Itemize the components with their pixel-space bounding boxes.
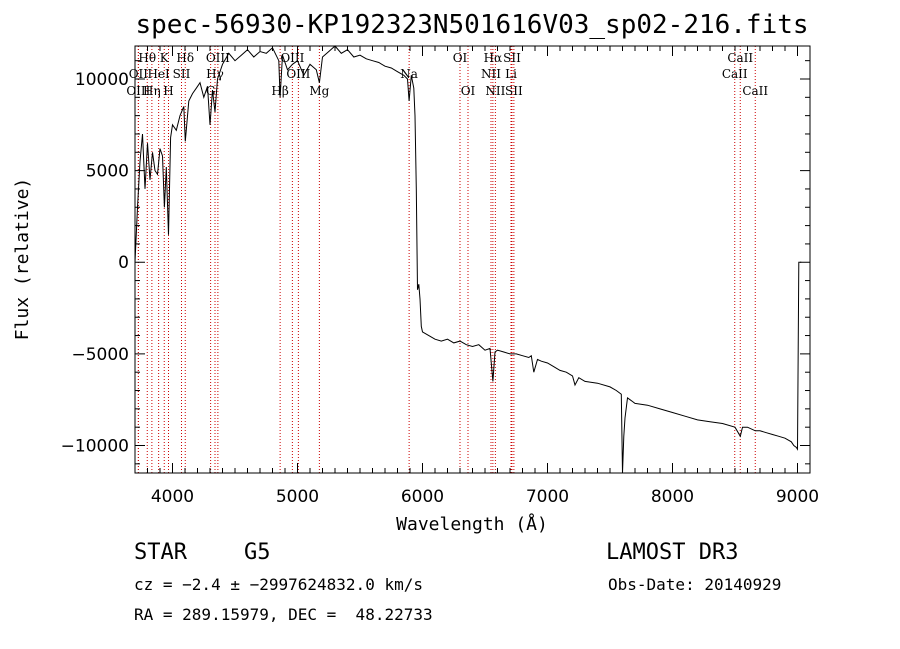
line-label-19: Hα	[484, 51, 503, 65]
x-tick-label: 5000	[276, 487, 319, 507]
line-label-11: G	[206, 84, 216, 98]
line-label-24: SII	[505, 84, 523, 98]
redshift-readout: cz = −2.4 ± −2997624832.0 km/s	[134, 575, 423, 594]
y-tick-label: 10000	[75, 70, 129, 90]
x-tick-label: 8000	[651, 487, 694, 507]
observation-date: Obs-Date: 20140929	[608, 575, 782, 594]
line-label-17: OI	[453, 51, 468, 65]
line-label-4: HeI	[147, 67, 170, 81]
line-label-5: Hη	[143, 84, 161, 98]
x-axis-label: Wavelength (Å)	[396, 513, 548, 535]
survey-name: LAMOST DR3	[606, 540, 739, 565]
y-tick-label: 0	[118, 253, 129, 273]
line-label-26: CaII	[722, 67, 748, 81]
line-label-7: H	[163, 84, 173, 98]
line-label-25: CaII	[727, 51, 753, 65]
x-tick-label: 6000	[401, 487, 444, 507]
line-label-23: NII	[485, 84, 505, 98]
line-label-3: K	[160, 51, 170, 65]
object-subclass: G5	[244, 540, 271, 565]
line-label-8: Hδ	[176, 51, 194, 65]
line-label-12: OIII	[280, 51, 304, 65]
spectral-line-markers	[137, 46, 756, 473]
x-tick-label: 4000	[151, 487, 194, 507]
line-label-16: Na	[400, 67, 418, 81]
line-label-21: NII	[481, 67, 501, 81]
y-tick-label: −10000	[61, 437, 129, 457]
coordinates-readout: RA = 289.15979, DEC = 48.22733	[134, 605, 433, 624]
y-tick-label: −5000	[71, 345, 129, 365]
y-axis-ticks: −10000 −5000 0 5000 10000	[61, 60, 810, 465]
line-label-22: Li	[505, 67, 517, 81]
chart-title: spec-56930-KP192323N501616V03_sp02-216.f…	[135, 10, 808, 40]
line-label-18: OI	[461, 84, 476, 98]
x-axis-ticks: 4000 5000 6000 7000 8000 9000	[134, 46, 819, 507]
line-label-10: Hγ	[206, 67, 224, 81]
line-label-27: CaII	[742, 84, 768, 98]
line-label-2: OIII	[126, 84, 150, 98]
line-label-0: Hθ	[138, 51, 156, 65]
y-tick-label: 5000	[86, 162, 129, 182]
x-tick-label: 7000	[526, 487, 569, 507]
object-class: STAR	[134, 540, 187, 565]
flux-series-line	[134, 45, 802, 474]
line-label-1: OII	[129, 67, 149, 81]
line-label-13: OIII	[286, 67, 310, 81]
line-label-15: Mg	[309, 84, 329, 98]
line-label-20: SII	[503, 51, 521, 65]
x-tick-label: 9000	[776, 487, 819, 507]
y-axis-label: Flux (relative)	[12, 178, 33, 341]
line-label-6: SII	[173, 67, 191, 81]
plot-frame	[134, 45, 811, 474]
